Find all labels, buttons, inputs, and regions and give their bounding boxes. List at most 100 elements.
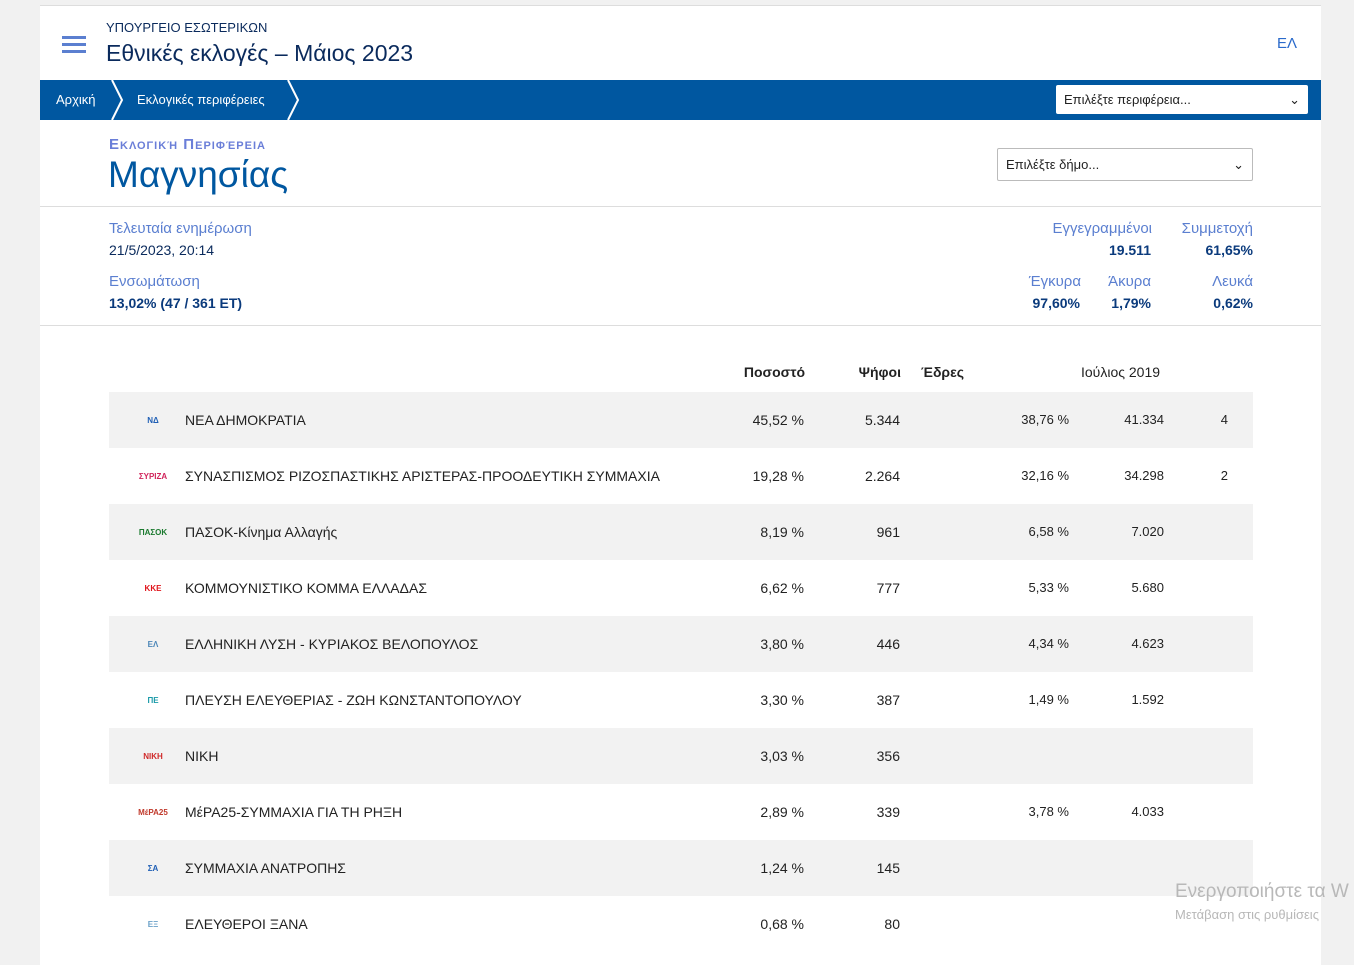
prev-percentage: 1,49 % xyxy=(1028,692,1069,707)
party-percentage: 2,89 % xyxy=(760,804,804,820)
party-percentage: 6,62 % xyxy=(760,580,804,596)
prev-votes: 41.334 xyxy=(1124,412,1164,427)
prev-percentage: 4,34 % xyxy=(1028,636,1069,651)
party-name: ΕΛΛΗΝΙΚΗ ΛΥΣΗ - ΚΥΡΙΑΚΟΣ ΒΕΛΟΠΟΥΛΟΣ xyxy=(185,635,479,652)
region-select-value: Επιλέξτε περιφέρεια... xyxy=(1064,92,1191,107)
party-row[interactable]: ΠΕ ΠΛΕΥΣΗ ΕΛΕΥΘΕΡΙΑΣ - ΖΩΗ ΚΩΝΣΤΑΝΤΟΠΟΥΛ… xyxy=(109,672,1253,728)
party-logo: ΠΕ xyxy=(147,695,159,705)
party-logo: ΕΛ xyxy=(147,639,159,649)
party-name: ΠΛΕΥΣΗ ΕΛΕΥΘΕΡΙΑΣ - ΖΩΗ ΚΩΝΣΤΑΝΤΟΠΟΥΛΟΥ xyxy=(185,691,522,708)
party-logo: ΣΑ xyxy=(147,863,159,873)
prev-votes: 4.033 xyxy=(1131,804,1164,819)
activation-watermark-subtext: Μετάβαση στις ρυθμίσεις xyxy=(1175,907,1319,922)
prev-votes: 1.592 xyxy=(1131,692,1164,707)
party-row[interactable]: ΣΑ ΣΥΜΜΑΧΙΑ ΑΝΑΤΡΟΠΗΣ 1,24 % 145 xyxy=(109,840,1253,896)
registered-label: Εγγεγραμμένοι xyxy=(1052,220,1152,237)
chevron-down-icon: ⌄ xyxy=(1233,156,1244,172)
party-percentage: 3,80 % xyxy=(760,636,804,652)
chevron-right-icon xyxy=(111,80,124,120)
party-row[interactable]: ΝΔ ΝΕΑ ΔΗΜΟΚΡΑΤΙΑ 45,52 % 5.344 38,76 % … xyxy=(109,392,1253,448)
breadcrumb-home[interactable]: Αρχική xyxy=(56,92,96,107)
activation-watermark: Ενεργοποιήστε τα W xyxy=(1175,881,1349,902)
party-row[interactable]: ΣΥΡΙΖΑ ΣΥΝΑΣΠΙΣΜΟΣ ΡΙΖΟΣΠΑΣΤΙΚΗΣ ΑΡΙΣΤΕΡ… xyxy=(109,448,1253,504)
region-name: Μαγνησίας xyxy=(108,154,289,195)
party-logo: ΚΚΕ xyxy=(144,583,162,593)
divider xyxy=(40,206,1321,207)
page: ΥΠΟΥΡΓΕΙΟ ΕΣΩΤΕΡΙΚΩΝ Εθνικές εκλογές – Μ… xyxy=(40,5,1321,965)
party-percentage: 19,28 % xyxy=(752,468,804,484)
chevron-down-icon: ⌄ xyxy=(1289,91,1300,107)
menu-icon[interactable] xyxy=(62,36,86,57)
municipality-select[interactable]: Επιλέξτε δήμο... ⌄ xyxy=(997,148,1253,181)
prev-percentage: 38,76 % xyxy=(1021,412,1069,427)
municipality-select-value: Επιλέξτε δήμο... xyxy=(1006,157,1100,172)
party-logo: ΕΞ xyxy=(147,919,159,929)
party-logo: ΝΙΚΗ xyxy=(143,751,163,761)
party-percentage: 3,30 % xyxy=(760,692,804,708)
party-percentage: 3,03 % xyxy=(760,748,804,764)
prev-percentage: 32,16 % xyxy=(1021,468,1069,483)
party-name: ΣΥΜΜΑΧΙΑ ΑΝΑΤΡΟΠΗΣ xyxy=(185,859,346,876)
party-logo: ΜέΡΑ25 xyxy=(138,807,168,817)
party-row[interactable]: ΕΛ ΕΛΛΗΝΙΚΗ ΛΥΣΗ - ΚΥΡΙΑΚΟΣ ΒΕΛΟΠΟΥΛΟΣ 3… xyxy=(109,616,1253,672)
breadcrumb-regions[interactable]: Εκλογικές περιφέρειες xyxy=(137,92,265,107)
party-percentage: 8,19 % xyxy=(760,524,804,540)
integration-value: 13,02% (47 / 361 ΕΤ) xyxy=(109,295,243,311)
party-name: ΝΙΚΗ xyxy=(185,747,219,764)
header-votes: Ψήφοι xyxy=(858,364,901,380)
party-row[interactable]: ΠΑΣΟΚ ΠΑΣΟΚ-Κίνημα Αλλαγής 8,19 % 961 6,… xyxy=(109,504,1253,560)
party-votes: 145 xyxy=(876,860,900,876)
header-previous-election: Ιούλιος 2019 xyxy=(1081,364,1161,380)
party-votes: 80 xyxy=(884,916,900,932)
party-row[interactable]: ΚΚΕ ΚΟΜΜΟΥΝΙΣΤΙΚΟ ΚΟΜΜΑ ΕΛΛΑΔΑΣ 6,62 % 7… xyxy=(109,560,1253,616)
party-logo: ΝΔ xyxy=(147,415,159,425)
party-row[interactable]: ΝΙΚΗ ΝΙΚΗ 3,03 % 356 xyxy=(109,728,1253,784)
party-row[interactable]: ΕΞ ΕΛΕΥΘΕΡΟΙ ΞΑΝΑ 0,68 % 80 xyxy=(109,896,1253,952)
prev-seats: 4 xyxy=(1220,412,1228,427)
prev-votes: 5.680 xyxy=(1131,580,1164,595)
valid-value: 97,60% xyxy=(1032,295,1080,311)
prev-percentage: 6,58 % xyxy=(1028,524,1069,539)
party-percentage: 1,24 % xyxy=(760,860,804,876)
party-logo: ΠΑΣΟΚ xyxy=(138,527,168,537)
party-percentage: 0,68 % xyxy=(760,916,804,932)
last-update-label: Τελευταία ενημέρωση xyxy=(109,220,252,237)
prev-percentage: 3,78 % xyxy=(1028,804,1069,819)
invalid-value: 1,79% xyxy=(1111,295,1151,311)
party-row[interactable]: ΜέΡΑ25 ΜέΡΑ25-ΣΥΜΜΑΧΙΑ ΓΙΑ ΤΗ ΡΗΞΗ 2,89 … xyxy=(109,784,1253,840)
header-percentage: Ποσοστό xyxy=(743,364,805,380)
party-percentage: 45,52 % xyxy=(752,412,804,428)
region-subtitle: Εκλογική Περιφέρεια xyxy=(109,136,266,153)
chevron-right-icon xyxy=(287,80,300,120)
header-seats: Έδρες xyxy=(921,364,965,380)
integration-label: Ενσωμάτωση xyxy=(109,273,200,290)
blank-value: 0,62% xyxy=(1213,295,1253,311)
party-name: ΜέΡΑ25-ΣΥΜΜΑΧΙΑ ΓΙΑ ΤΗ ΡΗΞΗ xyxy=(185,803,403,820)
party-votes: 2.264 xyxy=(864,468,900,484)
language-switch[interactable]: ΕΛ xyxy=(1276,35,1297,52)
valid-label: Έγκυρα xyxy=(1028,273,1081,290)
prev-votes: 4.623 xyxy=(1131,636,1164,651)
turnout-label: Συμμετοχή xyxy=(1181,220,1253,237)
party-name: ΚΟΜΜΟΥΝΙΣΤΙΚΟ ΚΟΜΜΑ ΕΛΛΑΔΑΣ xyxy=(185,579,427,596)
invalid-label: Άκυρα xyxy=(1108,273,1151,290)
party-name: ΝΕΑ ΔΗΜΟΚΡΑΤΙΑ xyxy=(185,411,306,428)
divider xyxy=(40,325,1321,326)
blank-label: Λευκά xyxy=(1212,273,1253,290)
prev-seats: 2 xyxy=(1220,468,1228,483)
party-name: ΕΛΕΥΘΕΡΟΙ ΞΑΝΑ xyxy=(185,915,308,932)
prev-percentage: 5,33 % xyxy=(1028,580,1069,595)
party-votes: 961 xyxy=(876,524,900,540)
last-update-value: 21/5/2023, 20:14 xyxy=(109,242,215,258)
party-votes: 777 xyxy=(876,580,900,596)
page-title: Εθνικές εκλογές – Μάιος 2023 xyxy=(106,40,414,66)
party-votes: 356 xyxy=(876,748,900,764)
party-votes: 446 xyxy=(876,636,900,652)
prev-votes: 34.298 xyxy=(1124,468,1164,483)
ministry-name: ΥΠΟΥΡΓΕΙΟ ΕΣΩΤΕΡΙΚΩΝ xyxy=(106,20,268,35)
party-votes: 339 xyxy=(876,804,900,820)
region-select[interactable]: Επιλέξτε περιφέρεια... ⌄ xyxy=(1056,85,1308,114)
turnout-value: 61,65% xyxy=(1205,242,1253,258)
party-votes: 387 xyxy=(876,692,900,708)
party-name: ΠΑΣΟΚ-Κίνημα Αλλαγής xyxy=(185,523,338,540)
